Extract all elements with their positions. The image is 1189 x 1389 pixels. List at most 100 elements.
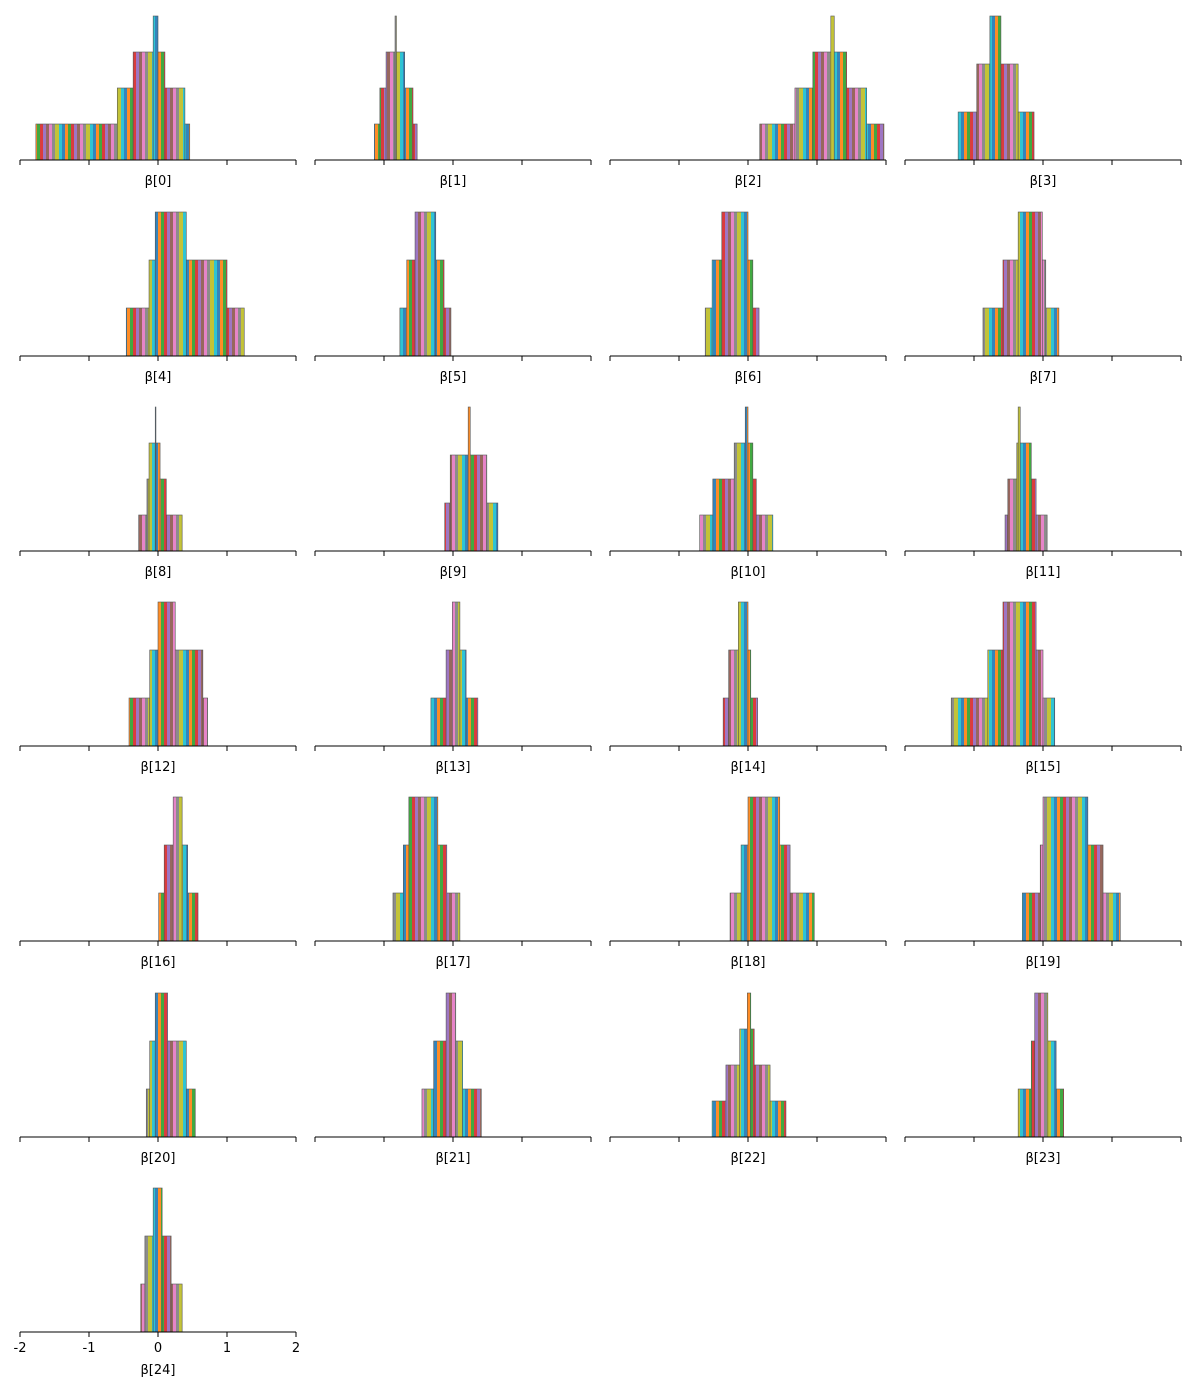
hist-bar [1042,796,1089,942]
hist-bar [149,649,159,747]
x-axis-label: β[12] [141,760,176,775]
hist-bar [1017,406,1021,552]
hist-bar [1035,649,1044,747]
hist-bar [152,1187,163,1333]
hist-bar [379,87,387,161]
x-tick-label: -1 [83,1341,96,1356]
hist-bar [170,1283,183,1333]
x-tick-label: -2 [14,1341,27,1356]
hist-bar [987,649,1004,747]
hist-bar [1087,844,1104,942]
hist-bar [459,649,467,747]
hist-bar [403,844,410,942]
hist-bar [752,478,757,552]
hist-bar [729,892,742,942]
x-axis-label: β[23] [1026,1151,1061,1166]
hist-bar [711,1100,727,1138]
x-axis-label: β[20] [141,1151,176,1166]
hist-bar [163,844,174,942]
hist-bar [430,697,447,747]
hist-bar [445,649,453,747]
hist-bar [759,123,796,161]
x-axis-label: β[21] [436,1151,471,1166]
hist-bar [445,992,457,1138]
hist-bar [725,1064,741,1138]
x-axis-label: β[8] [145,565,172,580]
hist-bar [739,1028,748,1138]
hist-bar [396,51,406,161]
hist-bar [444,502,451,552]
hist-bar [976,63,991,161]
x-axis-label: β[1] [440,174,467,189]
x-axis-label: β[9] [440,565,467,580]
x-axis-label: β[16] [141,955,176,970]
x-axis-label: β[14] [731,760,766,775]
hist-bar [125,307,150,357]
x-axis-label: β[19] [1026,955,1061,970]
hist-bar [158,892,165,942]
hist-bar [462,1088,482,1138]
hist-bar [711,259,723,357]
hist-bar [421,1088,434,1138]
x-axis-label: β[22] [731,1151,766,1166]
x-axis-label: β[4] [145,370,172,385]
hist-bar [747,442,754,552]
hist-bar [1017,111,1035,161]
hist-bar [167,1040,187,1138]
hist-bar [374,123,381,161]
hist-bar [721,211,749,357]
hist-bar [1004,514,1009,552]
hist-bar [385,51,396,161]
hist-bar [1017,1088,1032,1138]
hist-bar [812,51,832,161]
hist-bar [154,211,187,357]
hist-bar [789,892,815,942]
hist-bar [1002,601,1037,747]
hist-bar [187,892,199,942]
hist-bar [794,87,814,161]
x-axis-label: β[2] [735,174,762,189]
hist-bar [1042,697,1056,747]
hist-bar [174,649,204,747]
hist-bar [769,1100,787,1138]
hist-bar [185,259,228,357]
x-tick-label: 0 [154,1341,162,1356]
hist-bar [830,15,835,161]
hist-bar [449,454,469,552]
hist-bar [116,87,134,161]
hist-bar [165,514,183,552]
x-axis-label: β[15] [1026,760,1061,775]
hist-bar [740,844,749,942]
hist-bar [1034,992,1049,1138]
hist-bar [452,601,461,747]
hist-bar [172,796,183,942]
hist-bar [722,697,729,747]
hist-bar [1045,307,1060,357]
hist-bar [747,796,781,942]
x-axis-label: β[13] [436,760,471,775]
hist-bar [467,406,471,552]
hist-bar [866,123,885,161]
hist-bar [164,87,186,161]
hist-bar [140,1283,146,1333]
x-axis-label: β[17] [436,955,471,970]
hist-bar [154,992,168,1138]
hist-bar [161,1235,172,1333]
hist-bar [406,259,416,357]
hist-bar [414,211,437,357]
hist-bar [750,1028,755,1138]
hist-bar [728,649,739,747]
hist-bar [699,514,714,552]
hist-bar [989,15,1002,161]
hist-bar [1039,844,1044,942]
hist-bar [148,259,156,357]
hist-bar [35,123,118,161]
hist-bar [149,1040,156,1138]
hist-bar [779,844,791,942]
hist-bar [181,844,188,942]
hist-bar [733,442,746,552]
hist-bar [1030,1040,1036,1138]
hist-bar [157,51,166,161]
hist-bar [469,454,488,552]
hist-bar [226,307,245,357]
